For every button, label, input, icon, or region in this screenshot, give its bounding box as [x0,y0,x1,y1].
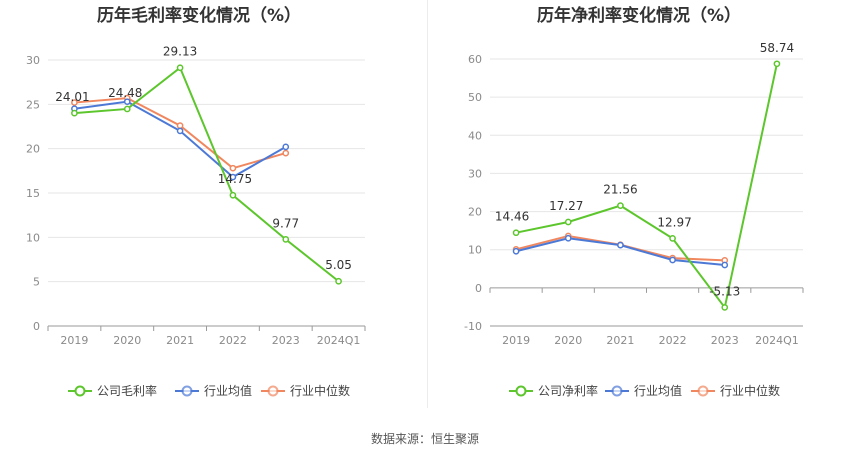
data-label: 14.46 [495,210,529,224]
y-tick-label: 15 [26,187,40,200]
series-line-1 [515,63,778,310]
data-label: 29.13 [163,45,197,59]
legend-label: 公司净利率 [538,383,598,398]
x-tick-label: 2023 [711,334,739,347]
x-tick-label: 2022 [659,334,687,347]
x-tick-label: 2022 [219,334,247,347]
data-label: 24.01 [55,90,89,104]
legend-swatch-marker [611,385,623,397]
legend-label: 行业均值 [204,383,252,398]
series-point-1 [176,64,184,72]
x-tick-label: 2023 [272,334,300,347]
data-label: 24.48 [108,86,142,100]
x-tick-label: 2019 [502,334,530,347]
series-point-2 [229,173,237,181]
data-source: 数据来源：恒生聚源 [370,432,479,446]
series-point-1 [721,304,729,311]
series-point-2 [123,98,131,106]
data-label: 21.56 [603,183,637,197]
chart-divider [427,0,428,408]
y-tick-label: 40 [468,129,482,142]
series-point-1 [617,202,624,209]
series-point-2 [617,241,624,249]
series-point-2 [176,127,184,135]
series-point-3 [282,149,290,157]
y-tick-label: -10 [464,320,482,333]
y-tick-label: 25 [26,98,40,111]
series-point-1 [669,235,676,242]
y-tick-label: 10 [26,231,40,244]
x-tick-label: 2020 [113,334,141,347]
data-label: 17.27 [549,199,583,213]
series-point-1 [282,236,290,243]
data-label: 12.97 [657,215,691,229]
series-point-3 [176,122,184,129]
y-tick-label: 30 [468,167,482,180]
y-tick-label: 5 [33,276,40,289]
series-line-1 [74,66,340,283]
series-point-1 [564,218,572,226]
x-tick-label: 2024Q1 [317,334,361,347]
x-tick-label: 2024Q1 [755,334,799,347]
y-tick-label: 0 [33,320,40,333]
data-label: 58.74 [760,41,794,55]
x-tick-label: 2019 [60,334,88,347]
legend-label: 行业中位数 [290,383,350,398]
legend-swatch-marker [74,385,86,397]
chart-title: 历年毛利率变化情况（%） [97,5,301,26]
legend-swatch-marker [181,385,193,397]
x-tick-label: 2021 [166,334,194,347]
data-label: 5.05 [325,258,352,272]
series-point-2 [512,247,520,255]
series-point-3 [71,99,78,106]
y-tick-label: 60 [468,53,482,66]
series-point-3 [229,164,237,172]
series-point-1 [229,191,237,199]
y-tick-label: 30 [26,54,40,67]
series-line-2 [74,100,287,179]
data-label: 14.75 [218,172,252,186]
data-label: 9.77 [272,216,299,230]
series-point-1 [123,105,131,113]
legend-label: 公司毛利率 [97,383,157,398]
series-point-2 [282,143,290,151]
series-point-2 [564,234,572,242]
x-tick-label: 2021 [606,334,634,347]
legend-label: 行业均值 [634,383,682,398]
series-point-1 [335,277,342,285]
x-tick-label: 2020 [554,334,582,347]
legend-swatch-marker [697,385,709,397]
chart-title: 历年净利率变化情况（%） [537,5,741,26]
chart-1: 历年毛利率变化情况（%） 0 5 10 15 20 25 30 2019 2020 2021 2022… [26,5,366,398]
series-point-1 [512,229,520,237]
series-point-1 [71,109,78,117]
legend-label: 行业中位数 [720,383,780,398]
chart-2: 历年净利率变化情况（%） -10 0 10 20 30 40 50 60 2019 2020 2021… [464,5,804,398]
y-tick-label: 10 [468,244,482,257]
y-tick-label: 20 [468,206,482,219]
data-label: -5.13 [709,284,740,298]
series-point-2 [721,261,729,269]
series-point-1 [773,60,781,68]
legend-swatch-marker [267,385,279,397]
series-point-2 [669,256,676,264]
y-tick-label: 20 [26,143,40,156]
legend-swatch-marker [515,385,527,397]
y-tick-label: 0 [475,282,482,295]
y-tick-label: 50 [468,91,482,104]
